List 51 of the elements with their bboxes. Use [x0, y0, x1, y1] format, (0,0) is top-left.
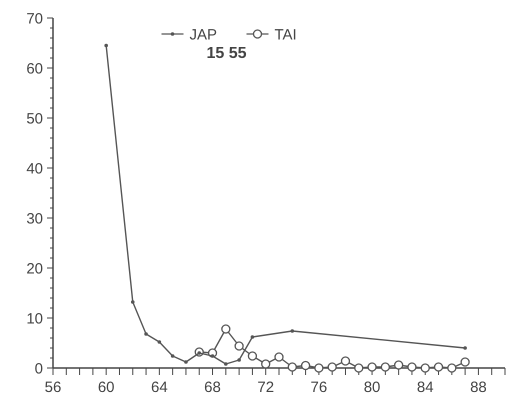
- x-tick-label: 76: [310, 379, 328, 396]
- x-tick-label: 68: [204, 379, 221, 396]
- point: [130, 300, 135, 304]
- point: [420, 363, 430, 373]
- point: [210, 354, 214, 358]
- y-tick-label: 50: [26, 110, 43, 128]
- point: [434, 362, 444, 372]
- point: [250, 335, 254, 339]
- point: [354, 363, 364, 373]
- y-tick-label: 40: [26, 160, 43, 178]
- point: [394, 360, 404, 370]
- point: [300, 360, 310, 370]
- point: [380, 362, 390, 372]
- point: [221, 324, 230, 334]
- point: [234, 341, 244, 351]
- y-tick-label: 20: [26, 260, 43, 278]
- point: [290, 329, 294, 333]
- point: [288, 362, 297, 372]
- y-tick-label: 10: [26, 310, 43, 328]
- point: [314, 363, 324, 373]
- y-tick-label: 60: [26, 60, 43, 78]
- legend-label: TAI: [274, 26, 297, 44]
- y-tick-label: 70: [26, 10, 43, 28]
- x-tick-label: 56: [44, 379, 62, 396]
- point: [158, 340, 162, 344]
- point: [237, 358, 241, 362]
- point: [144, 332, 148, 336]
- point: [447, 363, 456, 373]
- point: [367, 362, 377, 372]
- y-tick-label: 30: [26, 210, 43, 228]
- point: [248, 351, 258, 361]
- x-tick-label: 80: [364, 379, 380, 396]
- point: [407, 362, 417, 372]
- point: [261, 359, 270, 369]
- point: [274, 352, 284, 362]
- point: [170, 354, 174, 358]
- x-tick-label: 64: [151, 379, 168, 396]
- point: [460, 357, 470, 367]
- x-tick-label: 88: [470, 379, 487, 396]
- point: [340, 356, 350, 366]
- y-tick-label: 0: [34, 360, 43, 378]
- point: [104, 44, 108, 48]
- x-tick-label: 72: [257, 379, 274, 396]
- point: [463, 346, 467, 350]
- text: 15 55: [206, 45, 247, 62]
- point: [328, 362, 337, 372]
- legend-label: JAP: [190, 26, 218, 44]
- x-tick-label: 84: [416, 379, 434, 396]
- point: [184, 360, 188, 364]
- point: [224, 362, 228, 366]
- x-tick-label: 60: [98, 379, 115, 396]
